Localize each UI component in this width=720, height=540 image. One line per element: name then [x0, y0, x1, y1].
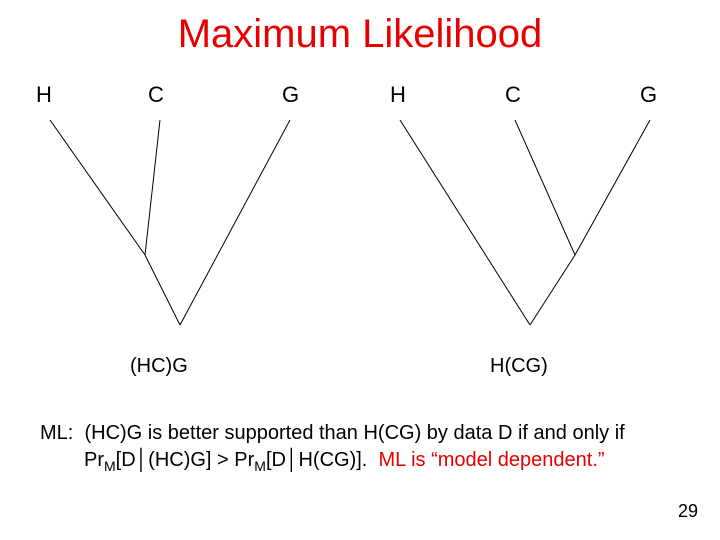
- tree-left: [30, 110, 350, 340]
- caption-line1: (HC)G is better supported than H(CG) by …: [84, 422, 624, 444]
- left-taxon-g: G: [282, 82, 299, 108]
- slide-number: 29: [678, 501, 698, 522]
- left-taxon-h: H: [36, 82, 52, 108]
- caption-block: ML: (HC)G is better supported than H(CG)…: [40, 420, 680, 476]
- slide-title: Maximum Likelihood: [0, 12, 720, 57]
- right-taxon-g: G: [640, 82, 657, 108]
- tree-right: [380, 110, 700, 340]
- right-taxon-h: H: [390, 82, 406, 108]
- caption-tail: ML is “model dependent.”: [378, 449, 604, 471]
- tree-right-label: H(CG): [490, 355, 548, 378]
- caption-prefix: ML:: [40, 422, 73, 444]
- left-taxon-c: C: [148, 82, 164, 108]
- caption-formula: PrM[D│(HC)G] > PrM[D│H(CG)].: [84, 449, 367, 471]
- tree-left-label: (HC)G: [130, 355, 188, 378]
- right-taxon-c: C: [505, 82, 521, 108]
